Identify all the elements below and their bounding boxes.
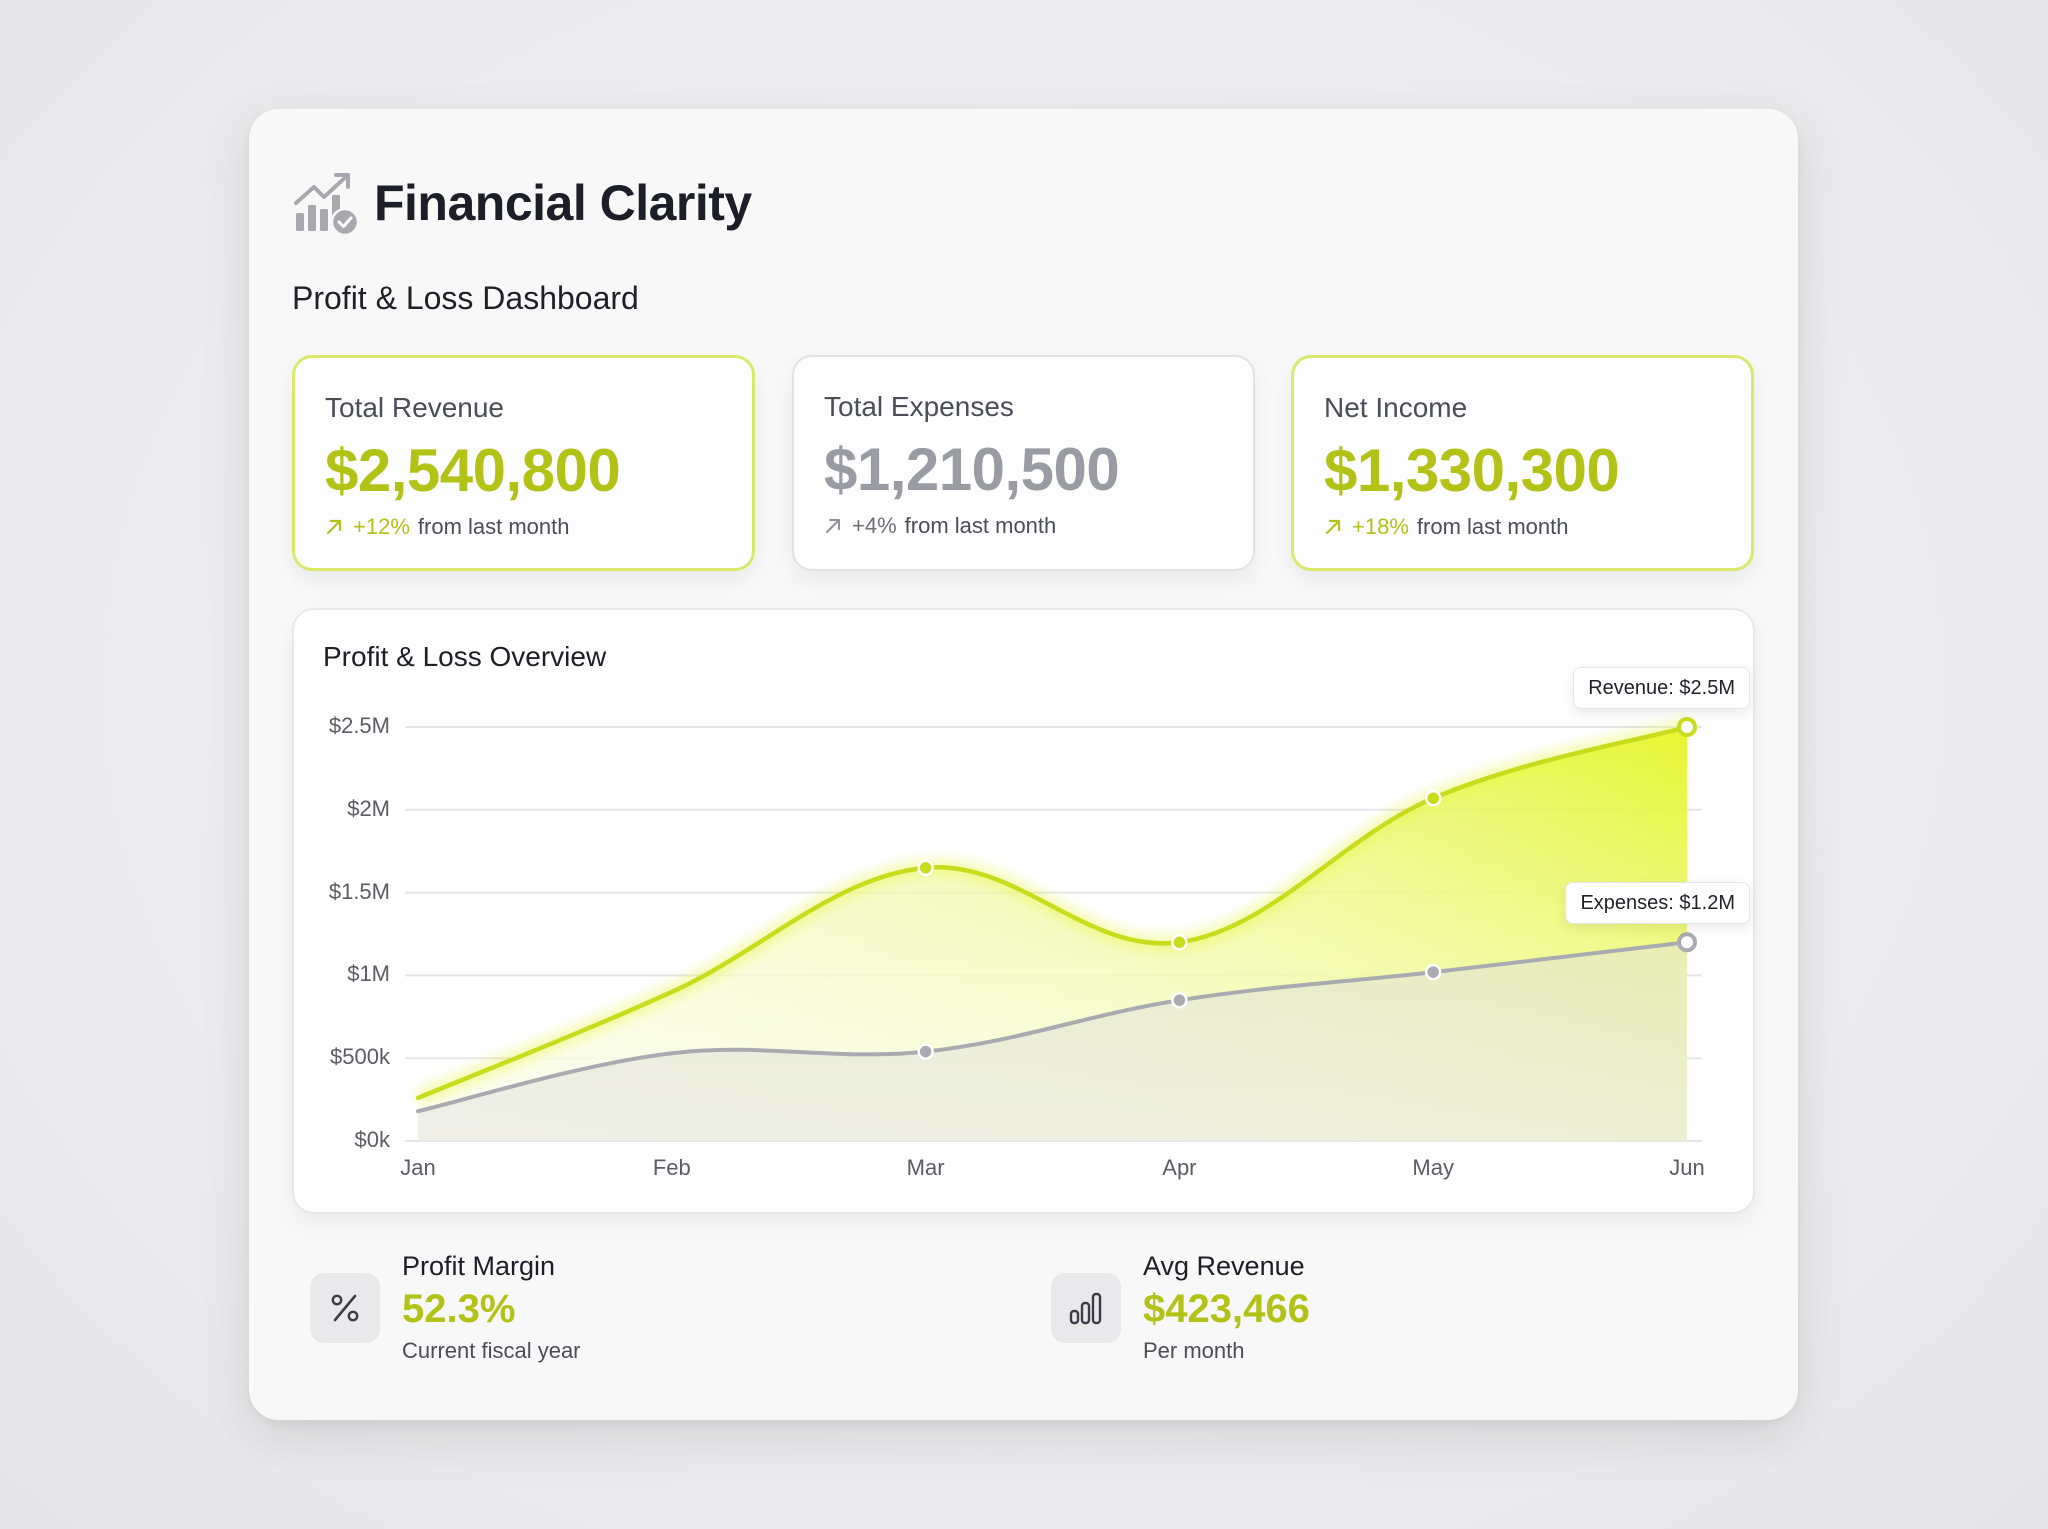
x-axis-label: May (1412, 1155, 1454, 1180)
chart-growth-check-icon (294, 173, 360, 237)
revenue-data-point[interactable] (1677, 717, 1697, 737)
x-axis-label: Jun (1669, 1155, 1705, 1180)
arrow-up-right-icon (1325, 519, 1341, 535)
arrow-up-right-icon (326, 519, 342, 535)
stat-text: Avg Revenue $423,466 Per month (1143, 1248, 1310, 1368)
y-axis-label: $1M (347, 961, 390, 987)
stat-subtext: Current fiscal year (402, 1338, 581, 1363)
kpi-label: Net Income (1324, 392, 1468, 423)
y-axis-label: $2.5M (328, 713, 390, 738)
stat-label: Avg Revenue (1143, 1251, 1305, 1281)
chart-title: Profit & Loss Overview (323, 641, 607, 672)
page-subtitle: Profit & Loss Dashboard (292, 280, 639, 316)
app-title: Financial Clarity (374, 175, 752, 231)
kpi-change-suffix: from last month (904, 513, 1057, 538)
stat-subtext: Per month (1143, 1338, 1245, 1363)
y-axis-label: $2M (347, 795, 390, 821)
stat-value: 52.3% (402, 1287, 516, 1331)
kpi-change-suffix: from last month (417, 514, 570, 539)
revenue-data-point[interactable] (917, 859, 934, 877)
expenses-data-point[interactable] (917, 1043, 934, 1060)
chart-card (292, 608, 1755, 1214)
bar-chart-icon-box (1051, 1273, 1121, 1343)
kpi-change: +18% from last month (1324, 514, 1569, 540)
percent-icon (331, 1294, 359, 1322)
kpi-card-net-income[interactable]: Net Income $1,330,300 +18% from last mon… (1291, 355, 1754, 571)
expenses-data-point[interactable] (1171, 991, 1188, 1009)
stat-value: $423,466 (1143, 1287, 1310, 1331)
kpi-card-total-expenses[interactable]: Total Expenses $1,210,500 +4% from last … (792, 355, 1255, 571)
kpi-value: $1,330,300 (1324, 437, 1620, 504)
x-axis-label: Apr (1162, 1155, 1197, 1180)
x-axis-label: Mar (906, 1155, 945, 1180)
revenue-tooltip: Revenue: $2.5M (1573, 667, 1750, 709)
y-axis-label: $1.5M (328, 878, 390, 904)
expenses-data-point[interactable] (1677, 932, 1697, 953)
revenue-data-point[interactable] (1424, 789, 1442, 807)
bar-chart-icon (1069, 1292, 1102, 1325)
kpi-label: Total Revenue (325, 392, 505, 423)
expenses-data-point[interactable] (1424, 963, 1442, 981)
percent-icon-box (310, 1273, 380, 1343)
y-axis-label: $500k (330, 1044, 390, 1070)
kpi-change-percent: +12% (353, 514, 410, 539)
brand-header: Financial Clarity (292, 168, 752, 238)
arrow-up-right-icon (826, 519, 840, 533)
x-axis-label: Feb (652, 1155, 691, 1180)
kpi-value: $1,210,500 (824, 436, 1120, 503)
kpi-change-percent: +18% (1352, 514, 1409, 539)
kpi-card-total-revenue[interactable]: Total Revenue $2,540,800 +12% from last … (292, 355, 755, 571)
stat-avg-revenue: Avg Revenue $423,466 Per month (1051, 1248, 1310, 1368)
stat-label: Profit Margin (402, 1251, 556, 1281)
revenue-data-point[interactable] (1171, 934, 1188, 951)
kpi-change: +4% from last month (824, 513, 1056, 539)
stat-profit-margin: Profit Margin 52.3% Current fiscal year (310, 1248, 581, 1368)
stat-text: Profit Margin 52.3% Current fiscal year (402, 1248, 581, 1368)
kpi-value: $2,540,800 (325, 437, 621, 504)
kpi-label: Total Expenses (824, 391, 1014, 422)
expenses-tooltip: Expenses: $1.2M (1565, 882, 1750, 925)
kpi-change-percent: +4% (852, 513, 897, 538)
kpi-change: +12% from last month (325, 514, 570, 540)
kpi-change-suffix: from last month (1416, 514, 1569, 539)
y-axis-label: $0k (354, 1127, 390, 1152)
x-axis-label: Jan (400, 1155, 436, 1180)
